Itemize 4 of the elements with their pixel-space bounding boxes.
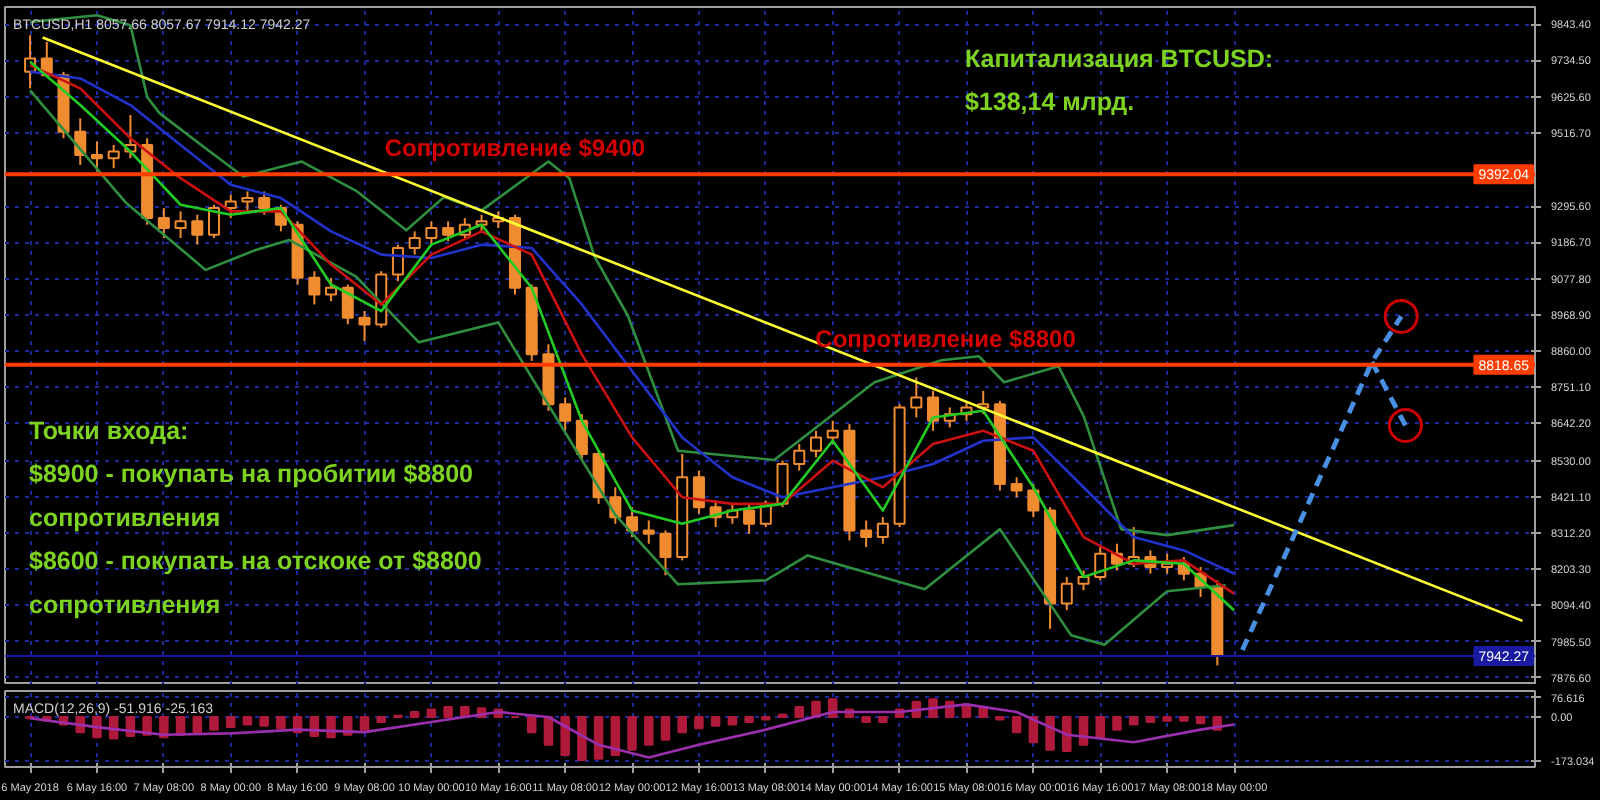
annotation: Сопротивление $9400 [384, 134, 646, 163]
annotation: Сопротивление $8800 [815, 324, 1077, 353]
annotation: Капитализация BTCUSD: $138,14 млрд. [965, 45, 1274, 117]
annotation: Точки входа: $8900 - покупать на пробитии $8800 сопротивления $8600 - покупать на отскоке от $8800 сопротивления [29, 417, 482, 619]
